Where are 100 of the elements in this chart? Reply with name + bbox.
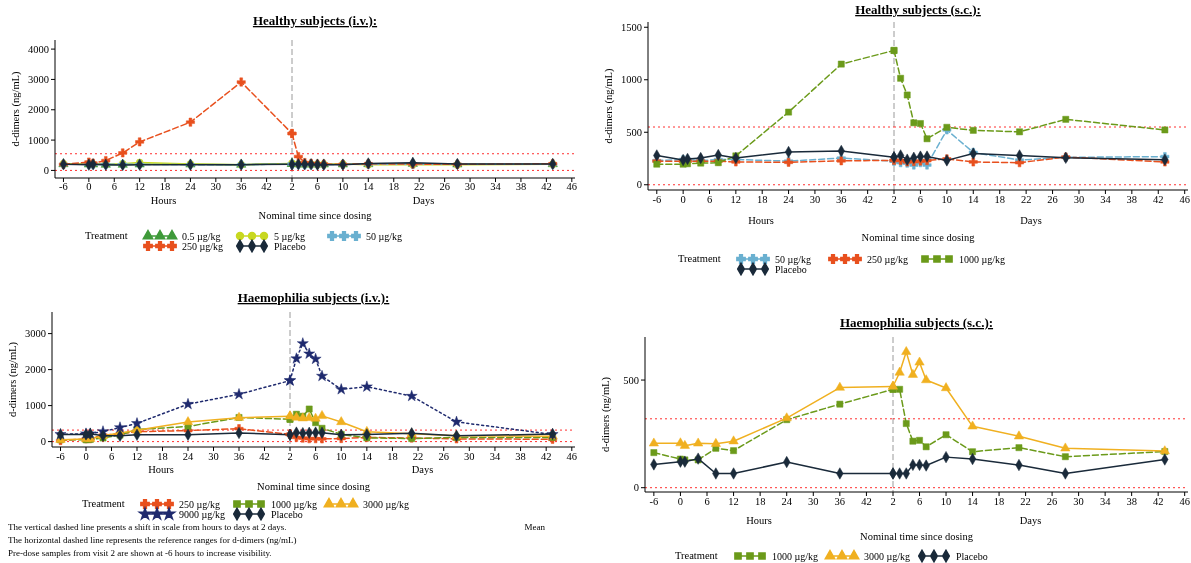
x-tick-label: 0	[677, 496, 684, 507]
text: Days	[411, 464, 434, 475]
text: Days	[1020, 215, 1042, 226]
x-tick-label: 2	[890, 496, 896, 507]
x-tick-label: 14	[967, 496, 979, 507]
y-tick-label: 4000	[28, 43, 49, 55]
x-tick-label: 22	[1020, 194, 1032, 205]
x-tick-label: 2	[891, 194, 897, 205]
x-tick-label: 14	[361, 451, 373, 462]
x-tick-label: 10	[337, 181, 349, 192]
x-axis-title: Nominal time since dosing	[258, 210, 373, 221]
x-tick-label: 18	[159, 181, 171, 192]
x-tick-label: 24	[185, 181, 197, 192]
legend-label: Placebo	[271, 508, 303, 520]
text: The horizontal dashed line represents the reference ranges for d-dimers (ng/mL)	[8, 535, 297, 545]
x-tick-label: 46	[566, 181, 578, 192]
x-tick-label: 14	[968, 194, 980, 205]
text: Days	[412, 195, 435, 206]
x-tick-label: 22	[413, 181, 425, 192]
y-tick-label: 0	[40, 436, 46, 448]
y-tick-label: 3000	[28, 74, 49, 86]
x-tick-label: 18	[388, 181, 399, 192]
x-tick-label: 34	[1099, 496, 1112, 507]
x-tick-label: 38	[1126, 194, 1138, 205]
chart-title: Haemophilia subjects (i.v.):	[237, 290, 390, 305]
x-tick-label: 2	[289, 181, 295, 192]
text: Mean	[524, 522, 546, 532]
legend-label: 3000 µg/kg	[363, 498, 410, 510]
x-tick-label: 38	[1126, 496, 1137, 507]
legend-label: 1000 µg/kg	[271, 498, 318, 510]
x-tick-label: 24	[783, 194, 795, 205]
x-tick-label: 42	[259, 451, 270, 462]
x-tick-label: 30	[1073, 194, 1085, 205]
x-tick-label: -6	[56, 451, 65, 462]
legend-title: Treatment	[678, 253, 721, 264]
y-tick-label: 0	[43, 165, 49, 177]
x-tick-label: 36	[235, 181, 247, 192]
y-tick-label: 1500	[621, 21, 642, 33]
x-tick-label: 22	[412, 451, 424, 462]
x-axis-title: Nominal time since dosing	[860, 531, 974, 542]
y-tick-label: 3000	[25, 328, 46, 340]
x-tick-label: 18	[993, 496, 1005, 507]
x-tick-label: 26	[439, 181, 450, 192]
x-tick-label: 36	[834, 496, 846, 507]
x-tick-label: 42	[861, 496, 872, 507]
x-tick-label: 12	[134, 181, 145, 192]
x-tick-label: 10	[335, 451, 347, 462]
x-tick-label: 18	[994, 194, 1005, 205]
legend-label: 5 µg/kg	[274, 230, 306, 242]
text: Hours	[746, 515, 772, 526]
legend-label: 9000 µg/kg	[179, 508, 226, 520]
x-tick-label: 30	[464, 451, 475, 462]
x-tick-label: 42	[541, 181, 552, 192]
legend-title: Treatment	[82, 498, 125, 509]
x-tick-label: 0	[680, 194, 686, 205]
x-tick-label: 22	[1020, 496, 1031, 507]
legend-label: Placebo	[775, 263, 807, 275]
x-tick-label: 18	[157, 451, 168, 462]
x-tick-label: 30	[464, 181, 476, 192]
text: The vertical dashed line presents a shift in scale from hours to days at 2 days.	[8, 522, 287, 532]
x-tick-label: 42	[1152, 496, 1164, 507]
x-tick-label: 30	[208, 451, 219, 462]
x-tick-label: 6	[704, 496, 710, 507]
x-tick-label: 46	[1179, 496, 1190, 507]
y-axis-title: d-dimers (ng/mL)	[7, 341, 19, 417]
x-tick-label: 14	[363, 181, 375, 192]
y-axis-title: d-dimers (ng/mL)	[10, 71, 22, 147]
y-axis-title: d-dimers (ng/mL)	[603, 68, 615, 144]
x-tick-label: 6	[314, 181, 321, 192]
legend-label: Placebo	[274, 240, 306, 252]
x-tick-label: 12	[730, 194, 742, 205]
x-tick-label: 42	[540, 451, 552, 462]
x-tick-label: 26	[1047, 194, 1058, 205]
text: Days	[1019, 515, 1042, 526]
x-tick-label: 10	[940, 496, 952, 507]
y-tick-label: 500	[623, 374, 639, 386]
x-tick-label: 36	[233, 451, 245, 462]
x-tick-label: 36	[836, 194, 847, 205]
x-tick-label: 26	[1046, 496, 1058, 507]
x-tick-label: 34	[489, 451, 501, 462]
y-tick-label: 1000	[621, 74, 642, 86]
x-tick-label: 6	[706, 194, 713, 205]
x-tick-label: 6	[917, 194, 924, 205]
legend-label: 250 µg/kg	[179, 498, 221, 510]
x-tick-label: 18	[387, 451, 398, 462]
x-tick-label: 42	[261, 181, 272, 192]
y-tick-label: 2000	[28, 104, 49, 116]
legend-label: 250 µg/kg	[867, 253, 909, 265]
x-axis-title: Nominal time since dosing	[861, 232, 976, 243]
x-tick-label: 12	[131, 451, 143, 462]
x-tick-label: 46	[1179, 194, 1190, 205]
y-tick-label: 2000	[25, 364, 46, 376]
chart-title: Haemophilia subjects (s.c.):	[839, 315, 994, 330]
legend-label: 0.5 µg/kg	[182, 230, 221, 242]
legend-label: 50 µg/kg	[775, 253, 812, 265]
legend-label: 1000 µg/kg	[959, 253, 1006, 265]
x-tick-label: 38	[515, 181, 527, 192]
text: Pre-dose samples from visit 2 are shown at -6 hours to increase visibility.	[8, 548, 272, 558]
text: Hours	[150, 195, 177, 206]
x-tick-label: 46	[566, 451, 578, 462]
